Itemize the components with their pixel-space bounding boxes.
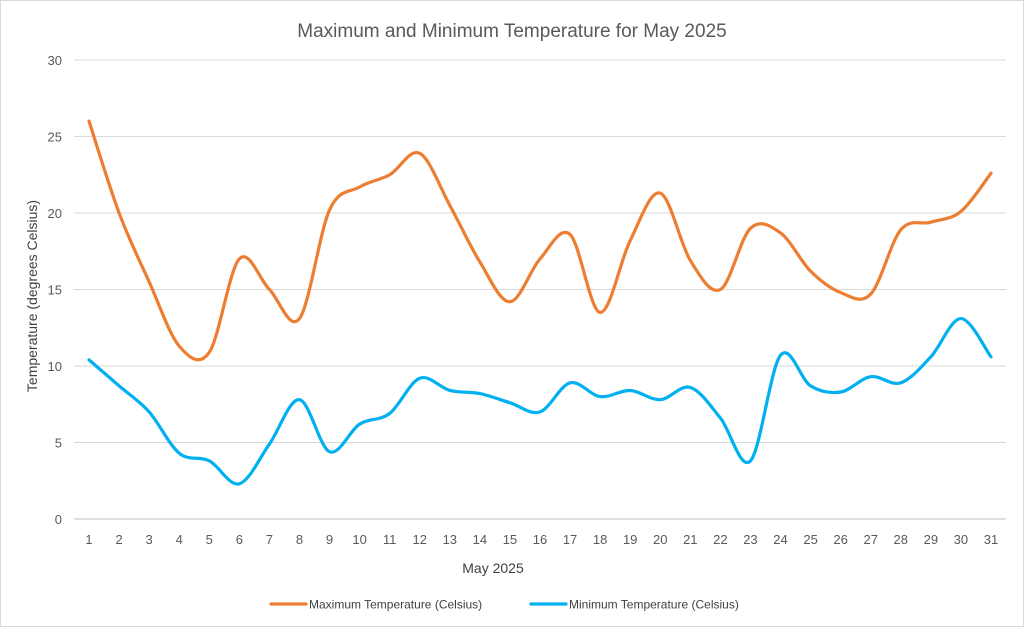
gridlines: [74, 60, 1006, 519]
x-tick-label: 24: [773, 532, 787, 547]
y-tick-label: 10: [48, 359, 62, 374]
chart-title: Maximum and Minimum Temperature for May …: [297, 21, 726, 42]
x-tick-label: 6: [236, 532, 243, 547]
x-tick-label: 7: [266, 532, 273, 547]
x-tick-label: 4: [176, 532, 183, 547]
x-tick-label: 5: [206, 532, 213, 547]
x-tick-label: 13: [443, 532, 457, 547]
x-tick-label: 27: [863, 532, 877, 547]
x-tick-label: 23: [743, 532, 757, 547]
x-tick-label: 11: [383, 532, 397, 547]
x-tick-label: 3: [146, 532, 153, 547]
x-tick-label: 31: [984, 532, 998, 547]
max-temperature-line: [89, 121, 991, 360]
x-tick-label: 16: [533, 532, 547, 547]
y-tick-label: 20: [48, 206, 62, 221]
x-tick-label: 2: [115, 532, 122, 547]
x-tick-label: 30: [954, 532, 968, 547]
y-tick-label: 15: [48, 283, 62, 298]
x-axis-title: May 2025: [462, 560, 524, 576]
x-tick-label: 12: [413, 532, 427, 547]
x-tick-label: 19: [623, 532, 637, 547]
x-tick-label: 20: [653, 532, 667, 547]
series-lines: [89, 121, 991, 484]
x-tick-label: 1: [85, 532, 92, 547]
x-tick-label: 8: [296, 532, 303, 547]
x-tick-label: 17: [563, 532, 577, 547]
x-tick-label: 18: [593, 532, 607, 547]
x-tick-label: 22: [713, 532, 727, 547]
x-tick-label: 10: [352, 532, 366, 547]
x-tick-label: 25: [803, 532, 817, 547]
legend: Maximum Temperature (Celsius) Minimum Tem…: [271, 598, 739, 612]
legend-label: Minimum Temperature (Celsius): [569, 598, 739, 612]
y-axis-title: Temperature (degrees Celsius): [24, 200, 40, 392]
x-tick-label: 29: [924, 532, 938, 547]
x-tick-label: 9: [326, 532, 333, 547]
y-axis-ticks: 0 5 10 15 20 25 30: [48, 53, 62, 527]
x-tick-label: 15: [503, 532, 517, 547]
y-tick-label: 25: [48, 130, 62, 145]
x-tick-label: 28: [894, 532, 908, 547]
x-tick-label: 21: [683, 532, 697, 547]
min-temperature-line: [89, 319, 991, 485]
y-tick-label: 5: [55, 436, 62, 451]
y-tick-label: 0: [55, 512, 62, 527]
x-tick-label: 26: [833, 532, 847, 547]
x-tick-label: 14: [473, 532, 487, 547]
legend-label: Maximum Temperature (Celsius): [309, 598, 482, 612]
y-tick-label: 30: [48, 53, 62, 68]
